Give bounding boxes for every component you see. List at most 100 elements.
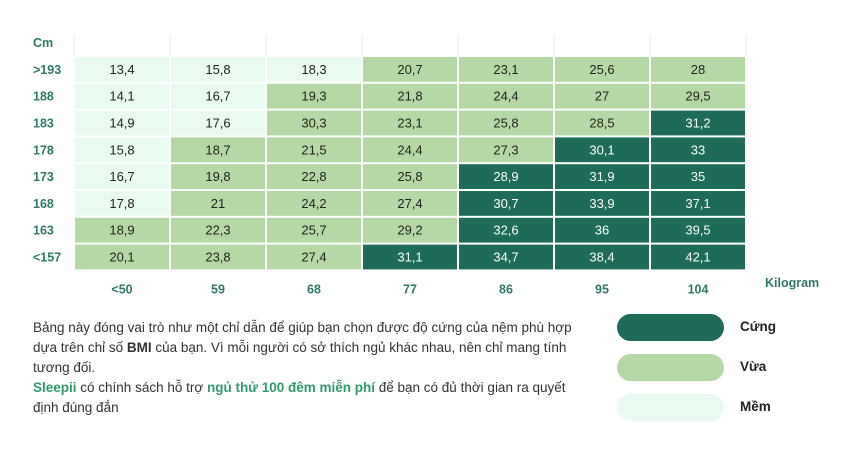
heatmap-cell bbox=[555, 217, 649, 243]
heatmap-cell bbox=[75, 83, 169, 109]
legend-item-soft: Mềm bbox=[617, 394, 827, 422]
heatmap-cell bbox=[555, 83, 649, 109]
cell-value-label: 31,1 bbox=[397, 250, 422, 265]
heatmap-cell bbox=[171, 217, 265, 243]
heatmap-cell bbox=[651, 57, 745, 82]
cell-value-label: 15,8 bbox=[205, 62, 230, 77]
column-label: 59 bbox=[211, 282, 225, 296]
cell-value-label: 25,8 bbox=[493, 116, 518, 131]
cell-value-label: 31,2 bbox=[685, 116, 710, 131]
heatmap-cell bbox=[363, 57, 457, 82]
note-text-4: để bạn có đủ thời gian ra quyết định đún… bbox=[33, 380, 566, 415]
row-label: <157 bbox=[33, 251, 61, 265]
heatmap-cell bbox=[75, 57, 169, 82]
cell-value-label: 27 bbox=[595, 89, 609, 104]
heatmap-cell bbox=[459, 57, 553, 82]
heatmap-cell bbox=[363, 244, 457, 270]
heatmap-cell bbox=[171, 244, 265, 270]
cell-value-label: 18,9 bbox=[109, 223, 134, 238]
heatmap-cell bbox=[555, 164, 649, 189]
cell-value-label: 18,3 bbox=[301, 62, 326, 77]
column-label: 104 bbox=[688, 282, 709, 296]
legend-swatch-medium bbox=[617, 354, 724, 381]
cell-value-label: 17,8 bbox=[109, 196, 134, 211]
cell-value-label: 20,7 bbox=[397, 62, 422, 77]
heatmap-cell bbox=[267, 83, 361, 109]
cell-value-label: 24,4 bbox=[397, 142, 422, 157]
legend-item-firm: Cứng bbox=[617, 314, 827, 342]
cell-value-label: 14,1 bbox=[109, 89, 134, 104]
cell-value-label: 30,7 bbox=[493, 196, 518, 211]
heatmap-cell bbox=[459, 110, 553, 136]
cell-value-label: 27,4 bbox=[301, 250, 326, 265]
heatmap-cell bbox=[459, 164, 553, 189]
legend-swatch-soft bbox=[617, 394, 724, 421]
row-label: 183 bbox=[33, 117, 54, 131]
heatmap-cell bbox=[555, 191, 649, 216]
heatmap-cell bbox=[171, 57, 265, 82]
cell-value-label: 28,9 bbox=[493, 169, 518, 184]
heatmap-cell bbox=[267, 57, 361, 82]
cell-value-label: 30,1 bbox=[589, 142, 614, 157]
cell-value-label: 21,5 bbox=[301, 142, 326, 157]
legend-item-medium: Vừa bbox=[617, 354, 827, 382]
heatmap-cell bbox=[267, 110, 361, 136]
cell-value-label: 33,9 bbox=[589, 196, 614, 211]
bmi-firmness-heatmap: Cm 13,4 15,8 18,3 20,7 23,1 25,6 28 14,1 16,7 19,… bbox=[33, 34, 819, 296]
heatmap-cell bbox=[363, 191, 457, 216]
heatmap-cell bbox=[75, 164, 169, 189]
cell-value-label: 33 bbox=[691, 142, 705, 157]
heatmap-cell bbox=[651, 83, 745, 109]
heatmap-cell bbox=[555, 57, 649, 82]
legend-label-medium: Vừa bbox=[740, 359, 767, 374]
cell-value-label: 38,4 bbox=[589, 250, 614, 265]
heatmap-cell bbox=[651, 217, 745, 243]
heatmap-cell bbox=[555, 137, 649, 163]
cell-value-label: 29,5 bbox=[685, 89, 710, 104]
heatmap-cell bbox=[651, 191, 745, 216]
cell-value-label: 28,5 bbox=[589, 116, 614, 131]
note-bmi: BMI bbox=[126, 340, 152, 355]
cell-value-label: 23,1 bbox=[397, 116, 422, 131]
cell-value-label: 31,9 bbox=[589, 169, 614, 184]
heatmap-cell bbox=[363, 217, 457, 243]
heatmap-cell bbox=[651, 137, 745, 163]
cell-value-label: 37,1 bbox=[685, 196, 710, 211]
heatmap-cell bbox=[171, 110, 265, 136]
cell-value-label: 28 bbox=[691, 62, 705, 77]
column-label: <50 bbox=[111, 282, 132, 296]
heatmap-cell bbox=[75, 191, 169, 216]
column-label: 95 bbox=[595, 282, 609, 296]
heatmap-cell bbox=[555, 244, 649, 270]
cell-value-label: 23,8 bbox=[205, 250, 230, 265]
cell-value-label: 32,6 bbox=[493, 223, 518, 238]
cell-value-label: 35 bbox=[691, 169, 705, 184]
heatmap-cell bbox=[459, 191, 553, 216]
cell-value-label: 20,1 bbox=[109, 250, 134, 265]
heatmap-cell bbox=[171, 137, 265, 163]
heatmap-cell bbox=[267, 217, 361, 243]
column-label: 86 bbox=[499, 282, 513, 296]
cell-value-label: 42,1 bbox=[685, 250, 710, 265]
cell-value-label: 39,5 bbox=[685, 223, 710, 238]
row-label: >193 bbox=[33, 63, 61, 77]
cell-value-label: 15,8 bbox=[109, 142, 134, 157]
cell-value-label: 25,7 bbox=[301, 223, 326, 238]
cell-value-label: 19,8 bbox=[205, 169, 230, 184]
note-text-1: Bảng này đóng vai trò như một chỉ dẫn để… bbox=[33, 320, 572, 355]
cell-value-label: 16,7 bbox=[109, 169, 134, 184]
cell-value-label: 17,6 bbox=[205, 116, 230, 131]
cell-value-label: 24,4 bbox=[493, 89, 518, 104]
heatmap-cell bbox=[363, 137, 457, 163]
heatmap-cell bbox=[267, 164, 361, 189]
heatmap-cell bbox=[363, 110, 457, 136]
heatmap-cell bbox=[555, 110, 649, 136]
heatmap-cell bbox=[651, 110, 745, 136]
cell-value-label: 22,8 bbox=[301, 169, 326, 184]
cell-value-label: 36 bbox=[595, 223, 609, 238]
y-axis-unit-label: Cm bbox=[33, 36, 53, 50]
cell-value-label: 29,2 bbox=[397, 223, 422, 238]
heatmap-cell bbox=[651, 244, 745, 270]
heatmap-cell bbox=[459, 244, 553, 270]
heatmap-cell bbox=[75, 217, 169, 243]
